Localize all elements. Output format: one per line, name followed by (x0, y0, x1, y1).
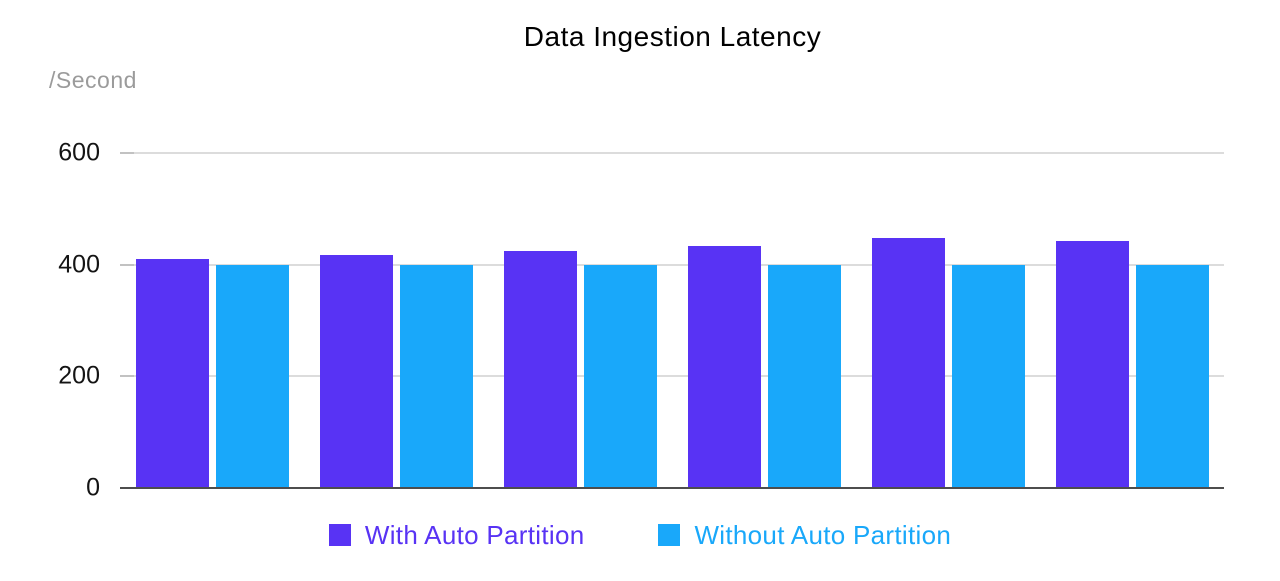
y-axis-unit-label: /Second (49, 67, 137, 93)
plot-area: 600 400 200 0 (58, 140, 1224, 500)
y-tick-label-600: 600 (58, 138, 100, 167)
y-tick-label-0: 0 (86, 473, 100, 502)
legend-swatch-icon (328, 524, 351, 546)
bar-with-auto-partition-4 (687, 245, 761, 488)
gridline-200 (120, 375, 1224, 378)
bar-group-6 (1040, 153, 1224, 488)
bar-with-auto-partition-6 (1055, 241, 1129, 488)
y-tick-mark-600 (120, 152, 134, 154)
bar-group-1 (120, 153, 304, 488)
bar-with-auto-partition-3 (503, 250, 577, 488)
bar-group-5 (856, 153, 1040, 488)
y-tick-label-200: 200 (58, 361, 100, 390)
bar-with-auto-partition-5 (871, 237, 945, 488)
bar-without-auto-partition-1 (215, 264, 289, 488)
gridline-600 (120, 152, 1224, 154)
y-tick-mark-200 (120, 375, 134, 378)
legend-label: With Auto Partition (364, 520, 585, 550)
bar-group-2 (304, 153, 488, 488)
chart-title: Data Ingestion Latency (523, 21, 822, 52)
bar-without-auto-partition-4 (767, 264, 841, 488)
bar-without-auto-partition-3 (583, 264, 657, 488)
legend-item-without-auto-partition[interactable]: Without Auto Partition (658, 522, 951, 548)
y-tick-mark-400 (120, 263, 134, 266)
bar-without-auto-partition-6 (1135, 264, 1209, 488)
bar-groups (120, 153, 1224, 488)
x-axis-line (120, 487, 1224, 489)
chart-legend: With Auto Partition Without Auto Partitio… (0, 522, 1280, 548)
bar-without-auto-partition-2 (399, 264, 473, 488)
bar-group-4 (672, 153, 856, 488)
bar-without-auto-partition-5 (951, 264, 1025, 488)
gridline-400 (120, 263, 1224, 266)
legend-item-with-auto-partition[interactable]: With Auto Partition (328, 520, 585, 550)
bar-group-3 (488, 153, 672, 488)
bar-with-auto-partition-1 (135, 259, 209, 488)
y-tick-label-400: 400 (58, 250, 100, 279)
legend-swatch-icon (658, 524, 681, 546)
bar-with-auto-partition-2 (319, 254, 393, 488)
legend-label: Without Auto Partition (694, 520, 952, 550)
